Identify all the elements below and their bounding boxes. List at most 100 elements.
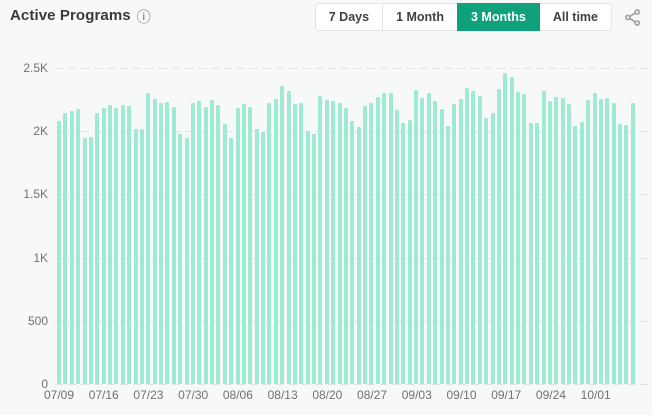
bar-90[interactable] xyxy=(630,102,635,384)
bar-65[interactable] xyxy=(471,90,476,384)
bar-36[interactable] xyxy=(286,90,291,384)
bar-5[interactable] xyxy=(88,136,93,384)
bar-64[interactable] xyxy=(465,88,469,384)
bar-15[interactable] xyxy=(152,98,157,384)
bar-88[interactable] xyxy=(618,124,622,384)
bar-40[interactable] xyxy=(312,134,316,384)
bar-7[interactable] xyxy=(101,107,106,384)
bar-68[interactable] xyxy=(490,112,495,384)
bar-11[interactable] xyxy=(127,105,132,384)
bar-51[interactable] xyxy=(382,92,387,384)
bar-49[interactable] xyxy=(369,102,374,384)
bar-66[interactable] xyxy=(477,95,482,384)
bar-29[interactable] xyxy=(241,104,246,384)
info-icon[interactable]: ⓘ xyxy=(136,8,151,25)
bar-16[interactable] xyxy=(159,102,163,384)
bar-61[interactable] xyxy=(445,126,450,384)
bar-6[interactable] xyxy=(95,112,100,384)
bar-70[interactable] xyxy=(503,73,508,384)
bar-25[interactable] xyxy=(216,105,221,384)
bar-80[interactable] xyxy=(567,104,571,384)
bar-58[interactable] xyxy=(426,92,431,384)
bar-74[interactable] xyxy=(528,122,533,384)
bar-17[interactable] xyxy=(165,102,170,384)
bar-18[interactable] xyxy=(171,107,176,384)
bar-14[interactable] xyxy=(146,93,151,384)
bar-56[interactable] xyxy=(414,90,418,384)
bar-73[interactable] xyxy=(522,93,527,384)
bar-23[interactable] xyxy=(203,107,208,384)
bar-28[interactable] xyxy=(235,107,240,384)
bar-62[interactable] xyxy=(452,104,457,384)
bar-3[interactable] xyxy=(76,109,81,384)
bar-89[interactable] xyxy=(624,124,629,384)
bar-53[interactable] xyxy=(394,109,399,384)
bar-10[interactable] xyxy=(120,105,125,384)
bar-69[interactable] xyxy=(496,88,501,384)
bar-20[interactable] xyxy=(184,138,189,384)
bar-24[interactable] xyxy=(210,100,214,384)
bar-50[interactable] xyxy=(375,97,380,384)
bar-19[interactable] xyxy=(178,134,183,384)
bar-85[interactable] xyxy=(598,98,603,384)
bar-83[interactable] xyxy=(586,100,591,384)
bar-57[interactable] xyxy=(420,97,425,384)
bar-39[interactable] xyxy=(305,131,310,384)
range-button-all-time[interactable]: All time xyxy=(538,3,612,31)
bar-21[interactable] xyxy=(190,102,195,384)
bar-27[interactable] xyxy=(229,138,234,384)
bar-63[interactable] xyxy=(458,98,463,384)
bar-46[interactable] xyxy=(350,121,355,384)
bar-76[interactable] xyxy=(541,90,546,384)
bar-71[interactable] xyxy=(509,76,514,384)
bar-79[interactable] xyxy=(560,97,565,384)
bar-48[interactable] xyxy=(363,105,367,384)
range-button-3-months[interactable]: 3 Months xyxy=(456,3,540,31)
bar-72[interactable] xyxy=(516,92,520,384)
bar-87[interactable] xyxy=(611,102,616,384)
bar-59[interactable] xyxy=(433,100,438,384)
bar-22[interactable] xyxy=(197,100,202,384)
bar-82[interactable] xyxy=(579,122,584,384)
bar-13[interactable] xyxy=(139,129,144,384)
bar-35[interactable] xyxy=(280,85,285,384)
share-button[interactable] xyxy=(621,6,644,29)
bar-38[interactable] xyxy=(299,102,304,384)
bar-41[interactable] xyxy=(318,95,323,384)
bar-75[interactable] xyxy=(535,122,540,384)
bar-43[interactable] xyxy=(331,100,336,384)
bar-52[interactable] xyxy=(388,92,393,384)
bar-47[interactable] xyxy=(356,126,361,384)
bar-8[interactable] xyxy=(108,105,112,384)
bar-26[interactable] xyxy=(222,124,227,384)
bar-60[interactable] xyxy=(439,109,444,384)
bar-1[interactable] xyxy=(63,112,68,384)
bar-84[interactable] xyxy=(592,93,597,384)
bar-32[interactable] xyxy=(261,131,265,384)
bar-54[interactable] xyxy=(401,122,406,384)
bar-30[interactable] xyxy=(248,107,253,384)
bar-33[interactable] xyxy=(267,102,272,384)
bar-45[interactable] xyxy=(343,107,348,384)
bar-4[interactable] xyxy=(82,138,87,384)
x-tick-label-08/06: 08/06 xyxy=(222,388,253,402)
bar-12[interactable] xyxy=(133,129,138,384)
bar-78[interactable] xyxy=(554,97,559,384)
bar-77[interactable] xyxy=(547,100,552,384)
bar-0[interactable] xyxy=(57,121,61,384)
x-tick-label-08/13: 08/13 xyxy=(267,388,298,402)
bar-34[interactable] xyxy=(273,98,278,384)
bar-31[interactable] xyxy=(254,129,259,384)
bar-2[interactable] xyxy=(69,110,74,384)
range-button-1-month[interactable]: 1 Month xyxy=(382,3,458,31)
bar-37[interactable] xyxy=(292,104,297,384)
bar-81[interactable] xyxy=(573,126,578,384)
bar-9[interactable] xyxy=(114,107,119,384)
bar-44[interactable] xyxy=(337,102,342,384)
bar-55[interactable] xyxy=(407,119,412,384)
y-tick-label-500: 500 xyxy=(27,313,48,328)
bar-67[interactable] xyxy=(484,117,489,384)
bar-42[interactable] xyxy=(324,100,329,384)
bar-86[interactable] xyxy=(605,97,610,384)
range-button-7-days[interactable]: 7 Days xyxy=(314,3,384,31)
